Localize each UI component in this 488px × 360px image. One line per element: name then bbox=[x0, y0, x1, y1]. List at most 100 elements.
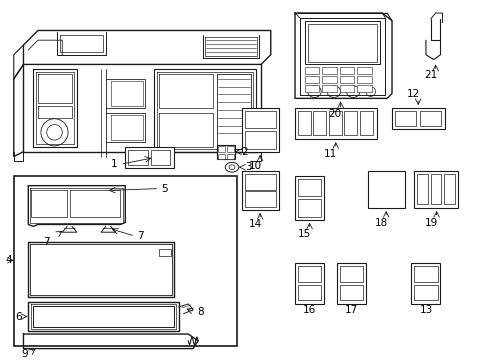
Ellipse shape bbox=[117, 253, 152, 285]
Ellipse shape bbox=[398, 112, 413, 123]
Bar bbox=[297, 266, 321, 282]
Bar bbox=[444, 174, 454, 204]
Bar bbox=[356, 85, 371, 91]
Bar bbox=[297, 111, 310, 135]
Ellipse shape bbox=[106, 242, 164, 296]
Text: 7: 7 bbox=[43, 237, 49, 247]
Bar bbox=[244, 131, 275, 149]
Ellipse shape bbox=[365, 87, 375, 96]
Bar bbox=[413, 285, 437, 300]
Bar bbox=[322, 85, 336, 91]
Bar bbox=[304, 21, 380, 64]
Bar bbox=[344, 111, 356, 135]
Text: 9: 9 bbox=[21, 350, 28, 359]
Bar bbox=[150, 150, 169, 165]
Text: 6: 6 bbox=[15, 312, 21, 321]
Bar bbox=[430, 174, 441, 204]
Ellipse shape bbox=[346, 86, 359, 98]
Ellipse shape bbox=[41, 119, 68, 146]
Text: 17: 17 bbox=[344, 305, 357, 315]
Bar bbox=[297, 179, 321, 196]
Ellipse shape bbox=[100, 268, 111, 278]
Bar bbox=[218, 154, 225, 159]
Bar bbox=[294, 263, 324, 304]
Bar bbox=[218, 146, 225, 152]
Ellipse shape bbox=[33, 192, 52, 215]
Text: 15: 15 bbox=[298, 229, 311, 239]
Ellipse shape bbox=[88, 193, 104, 213]
Text: 16: 16 bbox=[303, 305, 316, 315]
Text: 11: 11 bbox=[324, 149, 337, 159]
Text: 10: 10 bbox=[248, 161, 261, 171]
Ellipse shape bbox=[100, 280, 111, 289]
Text: 7: 7 bbox=[137, 231, 143, 241]
Bar bbox=[356, 76, 371, 83]
Bar bbox=[304, 67, 319, 74]
Bar bbox=[294, 108, 377, 139]
Text: 18: 18 bbox=[374, 217, 387, 228]
Bar bbox=[226, 146, 233, 152]
Bar bbox=[359, 111, 372, 135]
Bar bbox=[416, 174, 427, 204]
Bar bbox=[322, 76, 336, 83]
Bar bbox=[391, 108, 445, 129]
Bar bbox=[367, 171, 404, 208]
Bar bbox=[356, 67, 371, 74]
Bar bbox=[125, 147, 173, 168]
Bar bbox=[339, 285, 362, 300]
Text: 21: 21 bbox=[423, 70, 437, 80]
Ellipse shape bbox=[228, 165, 234, 170]
Ellipse shape bbox=[74, 193, 89, 213]
Bar bbox=[217, 145, 234, 159]
Text: 8: 8 bbox=[197, 307, 203, 317]
Bar bbox=[413, 266, 437, 282]
Bar bbox=[413, 171, 457, 208]
Ellipse shape bbox=[48, 248, 96, 291]
Bar bbox=[159, 249, 170, 256]
Ellipse shape bbox=[48, 192, 67, 215]
Bar bbox=[339, 85, 353, 91]
Ellipse shape bbox=[378, 182, 393, 197]
Ellipse shape bbox=[307, 86, 321, 98]
Bar bbox=[241, 171, 278, 210]
Ellipse shape bbox=[326, 86, 340, 98]
Bar bbox=[313, 111, 325, 135]
Text: 12: 12 bbox=[406, 90, 419, 99]
Bar bbox=[297, 285, 321, 300]
Bar bbox=[128, 150, 147, 165]
Ellipse shape bbox=[372, 176, 399, 203]
Bar bbox=[304, 85, 319, 91]
Bar bbox=[419, 111, 441, 126]
Bar bbox=[244, 174, 275, 189]
Bar bbox=[394, 111, 415, 126]
Bar bbox=[304, 76, 319, 83]
Bar bbox=[339, 266, 362, 282]
Ellipse shape bbox=[103, 193, 118, 213]
Ellipse shape bbox=[47, 125, 62, 140]
Bar bbox=[339, 76, 353, 83]
Bar bbox=[226, 154, 233, 159]
Ellipse shape bbox=[100, 256, 111, 266]
Bar bbox=[294, 176, 324, 220]
Text: 2: 2 bbox=[241, 147, 248, 157]
Ellipse shape bbox=[225, 162, 238, 172]
Bar bbox=[241, 108, 278, 152]
Text: 1: 1 bbox=[111, 159, 117, 169]
Text: 20: 20 bbox=[327, 109, 341, 119]
Bar bbox=[244, 111, 275, 129]
Text: 19: 19 bbox=[424, 217, 438, 228]
Text: 5: 5 bbox=[161, 184, 167, 194]
Bar bbox=[410, 263, 440, 304]
Bar bbox=[297, 199, 321, 217]
Text: 14: 14 bbox=[248, 220, 262, 229]
Text: 13: 13 bbox=[419, 305, 432, 315]
Bar bbox=[307, 24, 377, 63]
Text: 4: 4 bbox=[5, 255, 12, 265]
Ellipse shape bbox=[422, 112, 438, 123]
Bar bbox=[14, 176, 236, 346]
Bar bbox=[328, 111, 341, 135]
Bar bbox=[322, 67, 336, 74]
Ellipse shape bbox=[35, 235, 109, 303]
Bar bbox=[336, 263, 365, 304]
Bar bbox=[244, 192, 275, 207]
